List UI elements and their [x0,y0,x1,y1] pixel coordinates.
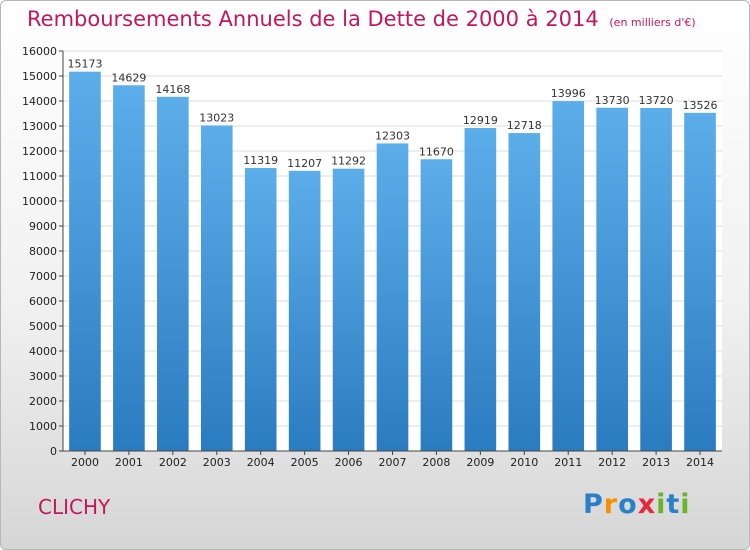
x-tick-label: 2003 [203,456,231,469]
y-tick-label: 13000 [22,120,57,133]
bar-2014[interactable] [684,112,716,451]
logo-letter: o [618,489,638,520]
x-tick-label: 2002 [159,456,187,469]
bar-value-label: 14629 [111,71,146,84]
bar-2008[interactable] [420,159,453,451]
town-name: CLICHY [38,495,111,519]
x-tick-label: 2009 [466,456,494,469]
bar-value-label: 11292 [331,155,366,168]
y-tick-label: 7000 [29,270,57,283]
chart-subtitle: (en milliers d'€) [609,16,696,29]
chart-title: Remboursements Annuels de la Dette de 20… [27,7,696,31]
y-tick-label: 3000 [29,370,57,383]
x-tick-label: 2004 [247,456,275,469]
y-tick-label: 15000 [22,70,57,83]
chart-title-text: Remboursements Annuels de la Dette de 20… [27,7,599,31]
bar-2007[interactable] [376,143,409,452]
y-tick-label: 10000 [22,195,57,208]
axes: 0 1000 2000 3000 4000 5000 6000 7000 8000 9000 100… [22,45,722,469]
bar-value-label: 14168 [155,83,190,96]
x-tick-label: 2008 [422,456,450,469]
y-tick-label: 0 [50,445,57,458]
bar-2004[interactable] [244,168,277,451]
bar-2012[interactable] [596,107,628,451]
bar-2013[interactable] [640,108,672,451]
logo-letter: r [603,489,619,520]
bar-2006[interactable] [332,168,365,451]
y-tick-label: 6000 [29,295,57,308]
y-tick-label: 11000 [22,170,57,183]
x-tick-label: 2013 [642,456,670,469]
bar-2000[interactable] [69,71,101,452]
y-tick-label: 14000 [22,95,57,108]
bar-value-label: 13720 [639,94,674,107]
bars: 15173 14629 14168 13023 11319 11207 11292 12303… [67,58,718,452]
x-tick-label: 2012 [598,456,626,469]
y-tick-label: 8000 [29,245,57,258]
x-tick-label: 2006 [335,456,363,469]
bar-value-label: 11670 [419,145,454,158]
bar-value-label: 11319 [243,154,278,167]
logo-letter: i [680,489,691,520]
y-tick-label: 5000 [29,320,57,333]
logo-letter: x [637,489,657,520]
bar-value-label: 13996 [551,87,586,100]
logo-letter: t [666,489,681,520]
bar-2005[interactable] [288,170,321,451]
x-tick-label: 2001 [115,456,143,469]
x-tick-label: 2007 [379,456,407,469]
logo-letter: i [656,489,667,520]
bar-2011[interactable] [552,101,585,451]
logo-letter: P [583,489,604,520]
x-tick-label: 2011 [554,456,582,469]
bar-2003[interactable] [200,125,233,452]
y-tick-label: 12000 [22,145,57,158]
bar-2010[interactable] [508,133,541,452]
bar-2001[interactable] [113,85,145,452]
bar-value-label: 11207 [287,157,322,170]
bar-2009[interactable] [464,128,497,451]
bar-value-label: 12303 [375,129,410,142]
bar-value-label: 12718 [507,119,542,132]
x-tick-label: 2014 [686,456,714,469]
bar-value-label: 15173 [67,58,102,71]
x-tick-label: 2010 [510,456,538,469]
bar-value-label: 13023 [199,111,234,124]
y-tick-label: 2000 [29,395,57,408]
y-tick-label: 4000 [29,345,57,358]
x-tick-label: 2005 [291,456,319,469]
y-tick-label: 1000 [29,420,57,433]
bar-value-label: 12919 [463,114,498,127]
y-tick-label: 16000 [22,45,57,58]
bar-value-label: 13730 [595,94,630,107]
y-tick-label: 9000 [29,220,57,233]
proxiti-logo[interactable]: Proxiti [583,489,691,520]
bar-value-label: 13526 [683,99,718,112]
bar-2002[interactable] [157,96,189,452]
x-tick-label: 2000 [71,456,99,469]
